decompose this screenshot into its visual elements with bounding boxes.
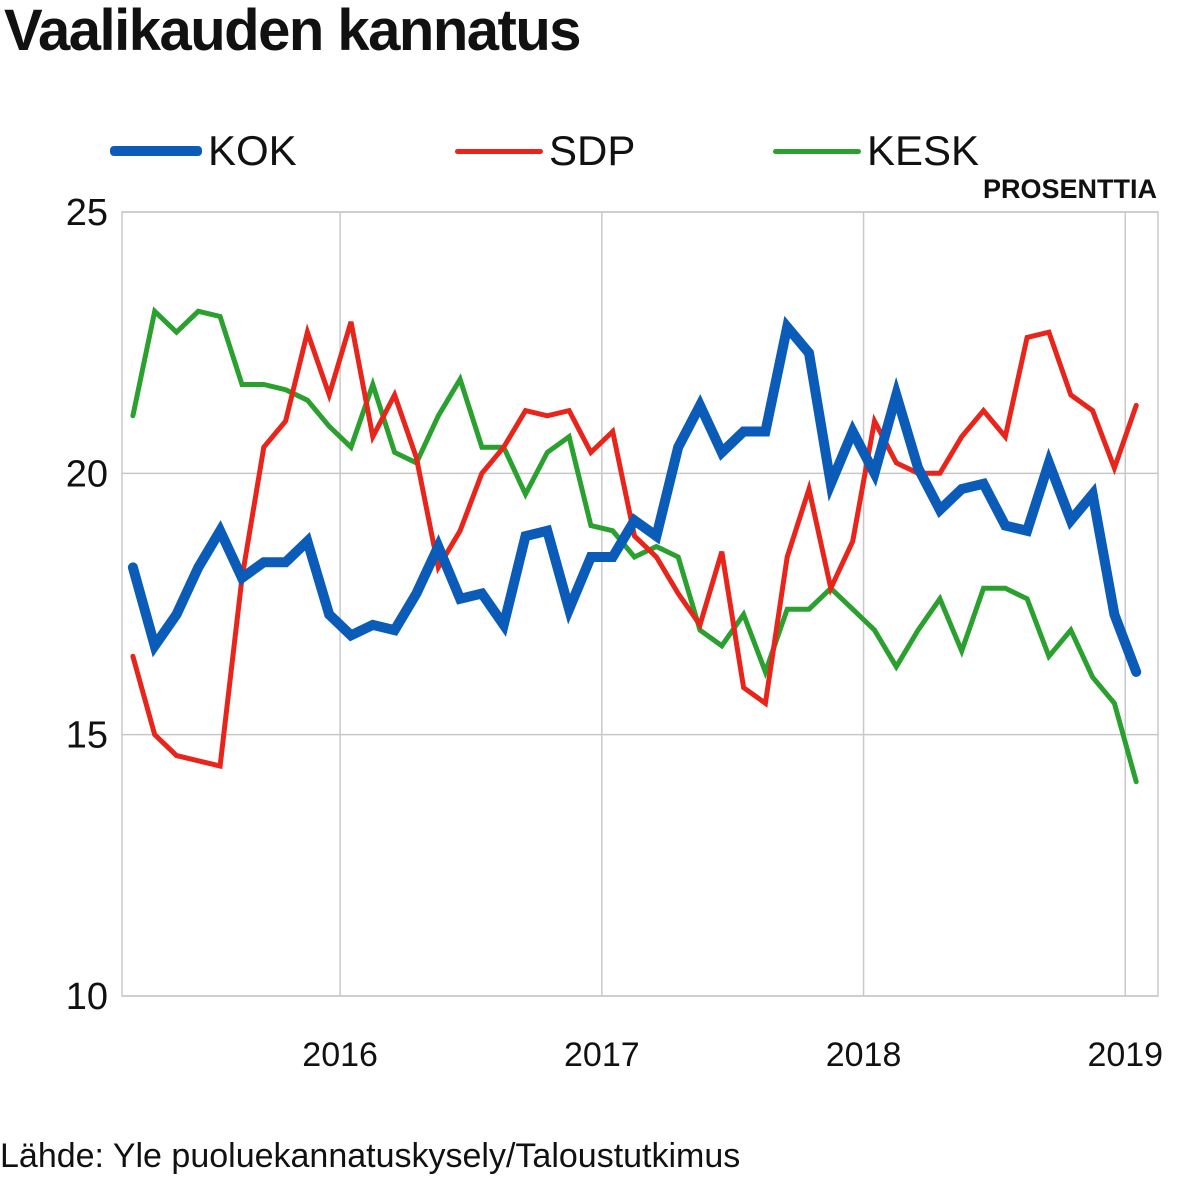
plot-frame (121, 211, 1159, 997)
x-tick-label: 2017 (564, 1036, 640, 1074)
legend-label-kesk: KESK (867, 127, 980, 174)
x-tick-label: 2018 (826, 1036, 902, 1074)
line-chart: 10 15 20 25 2016 2017 2018 2019 (66, 192, 1163, 1074)
legend-swatch-kesk (773, 148, 861, 154)
legend-swatch-kok (110, 146, 202, 156)
legend-label-sdp: SDP (549, 127, 636, 174)
legend-item-kok: KOK (110, 128, 297, 174)
y-tick-label: 25 (66, 192, 108, 234)
y-tick-label: 10 (66, 976, 108, 1018)
legend-item-kesk: KESK (773, 128, 979, 174)
legend-swatch-sdp (455, 148, 543, 154)
chart-title: Vaalikauden kannatus (4, 0, 582, 63)
legend-label-kok: KOK (208, 127, 297, 174)
x-tick-label: 2016 (302, 1036, 378, 1074)
unit-label: PROSENTTIA (982, 174, 1157, 204)
series-line-kesk (130, 306, 1139, 785)
source-note: Lähde: Yle puoluekannatuskysely/Taloustu… (0, 1137, 741, 1175)
series-line-kok (127, 315, 1142, 677)
x-tick-label: 2019 (1087, 1036, 1163, 1074)
y-tick-label: 20 (66, 453, 108, 495)
series-line-sdp (130, 321, 1139, 770)
y-tick-label: 15 (66, 715, 108, 757)
legend-item-sdp: SDP (455, 128, 635, 174)
